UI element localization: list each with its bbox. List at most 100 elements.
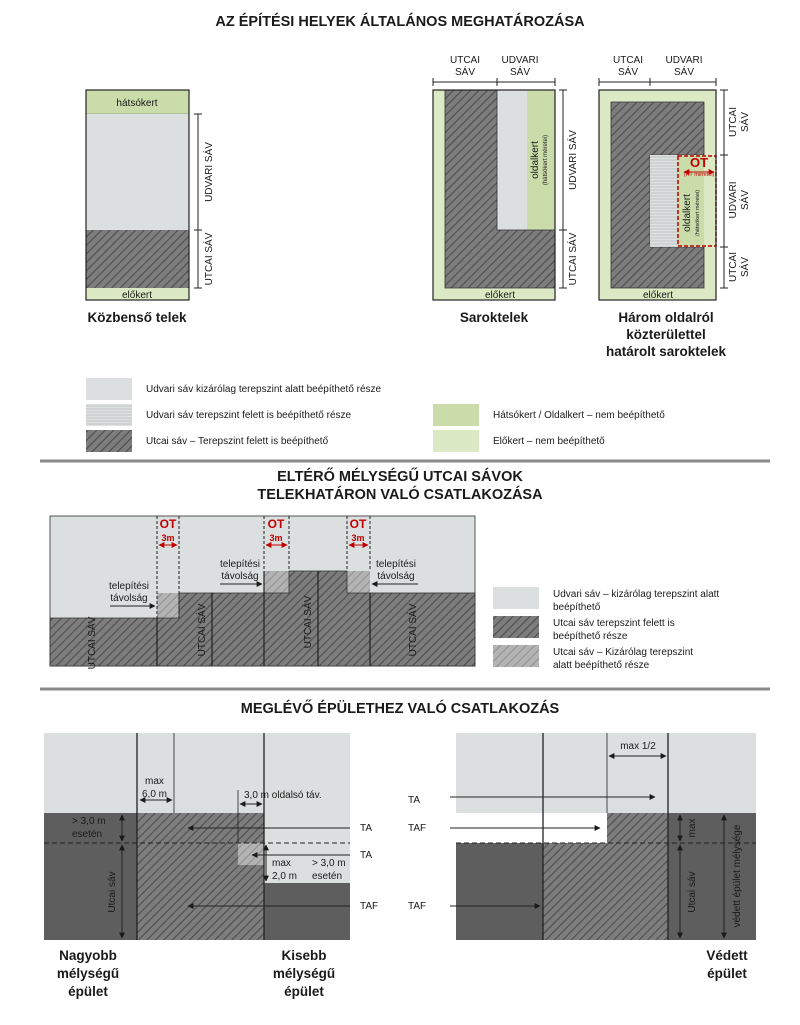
plot1-caption: Közbenső telek bbox=[87, 310, 187, 325]
existing-building-left: max 6,0 m 3,0 m oldalsó táv. > 3,0 m ese… bbox=[44, 733, 378, 999]
plot3-top-court-1: UDVARI bbox=[665, 55, 702, 66]
plot1-street-zone bbox=[86, 230, 189, 288]
setback-label-3b: távolság bbox=[377, 571, 414, 582]
section2-title-1: ELTÉRŐ MÉLYSÉGŰ UTCAI SÁVOK bbox=[277, 467, 523, 485]
legend-swatch-courtyard-below bbox=[86, 378, 132, 400]
max-label: max bbox=[272, 858, 291, 869]
joining-diagram: OT 3m OT 3m OT 3m telepítési távolság te… bbox=[49, 515, 476, 669]
setback-label-2b: távolság bbox=[221, 571, 258, 582]
plot2-top-street-2: SÁV bbox=[455, 65, 475, 78]
max-6m-label: 6,0 m bbox=[142, 789, 167, 800]
ot-distance: 3m bbox=[161, 533, 174, 543]
street-band-building bbox=[263, 570, 371, 667]
smaller-building-light bbox=[264, 813, 350, 883]
ta-label: TA bbox=[360, 823, 372, 834]
legend-text-street: Utcai sáv – Terepszint felett is beépíth… bbox=[146, 436, 329, 447]
below-ground-part bbox=[264, 571, 289, 593]
legend-swatch-street bbox=[86, 430, 132, 452]
ot-marker-2: OT 3m bbox=[263, 516, 290, 571]
gt3-label-1: > 3,0 m bbox=[312, 858, 346, 869]
street-band-label: UTCAI SÁV bbox=[301, 595, 314, 648]
section3-title: MEGLÉVŐ ÉPÜLETHEZ VALÓ CSATLAKOZÁS bbox=[241, 699, 560, 717]
plot-three-sided: OT (HT méretei) oldalkert (hátsókert mér… bbox=[598, 55, 751, 359]
larger-depth-building bbox=[137, 813, 174, 843]
plot3-right-court-2: SÁV bbox=[738, 190, 751, 210]
plot-intermediate: hátsókert előkert UDVARI SÁV UTCAI SÁV K… bbox=[85, 89, 215, 325]
caption-smaller-3: épület bbox=[284, 984, 324, 999]
setback-label-1a: telepítési bbox=[109, 581, 149, 592]
new-building-upper bbox=[607, 813, 668, 843]
plot2-outline bbox=[432, 89, 556, 301]
legend-text-courtyard-above: Udvari sáv terepszint felett is beépíthe… bbox=[146, 410, 352, 421]
max-label: max bbox=[687, 819, 698, 838]
below-ground-part bbox=[157, 593, 179, 618]
plot3-side-garden-note: (hátsókert méretei) bbox=[695, 190, 701, 236]
plot2-right-court-label: UDVARI SÁV bbox=[566, 130, 579, 190]
plot3-right-street-bot-2: SÁV bbox=[738, 257, 751, 277]
plot1-street-band-label: UTCAI SÁV bbox=[202, 232, 215, 285]
plot2-top-court-2: SÁV bbox=[510, 65, 530, 78]
caption-protected-2: épület bbox=[707, 966, 747, 981]
plot3-ot-label: OT bbox=[690, 155, 708, 170]
gt3-label-1: > 3,0 m bbox=[72, 816, 106, 827]
section1-title: AZ ÉPÍTÉSI HELYEK ÁLTALÁNOS MEGHATÁROZÁS… bbox=[215, 13, 585, 30]
legend2-text-street-2: beépíthető része bbox=[553, 631, 628, 642]
legend-swatch-front-garden bbox=[433, 430, 479, 452]
plot3-right-court-1: UDVARI bbox=[728, 181, 739, 218]
plot1-outline bbox=[85, 89, 190, 301]
legend2-swatch-courtyard bbox=[493, 587, 539, 609]
plot3-courtyard-above bbox=[650, 155, 677, 247]
plot3-front-garden-label: előkert bbox=[643, 290, 673, 301]
legend-text-back-garden: Hátsókert / Oldalkert – nem beépíthető bbox=[493, 410, 665, 421]
setback-label-3a: telepítési bbox=[376, 559, 416, 570]
legend-swatch-back-garden bbox=[433, 404, 479, 426]
caption-larger-1: Nagyobb bbox=[59, 948, 117, 963]
plot3-caption-1: Három oldalról bbox=[618, 310, 713, 325]
ta-label: TA bbox=[360, 850, 372, 861]
gt3-label-2: esetén bbox=[72, 829, 102, 840]
plot2-side-garden bbox=[527, 90, 555, 230]
plot3-top-court-2: SÁV bbox=[674, 65, 694, 78]
legend2-swatch-below bbox=[493, 645, 539, 667]
legend2-text-street-1: Utcai sáv terepszint felett is bbox=[553, 618, 675, 629]
caption-smaller-2: mélységű bbox=[273, 966, 335, 981]
plot1-back-garden-label: hátsókert bbox=[116, 98, 157, 109]
plot1-front-garden-label: előkert bbox=[122, 290, 152, 301]
plot2-side-garden-note: (hátsókert méretei) bbox=[543, 135, 549, 185]
legend-text-front-garden: Előkert – nem beépíthető bbox=[493, 436, 605, 447]
plot3-ot-area bbox=[677, 155, 717, 247]
plot3-caption-3: határolt saroktelek bbox=[606, 344, 727, 359]
plot3-ot-note: (HT méretei) bbox=[684, 172, 715, 178]
protected-depth-label: védett épület mélysége bbox=[732, 824, 743, 927]
plot3-right-street-bot-1: UTCAI bbox=[728, 252, 739, 282]
side-distance-label: 3,0 m oldalsó táv. bbox=[244, 790, 322, 801]
plot3-right-street-top-2: SÁV bbox=[738, 112, 751, 132]
ot-marker-3: OT 3m bbox=[346, 516, 371, 571]
plot2-top-court-1: UDVARI bbox=[501, 55, 538, 66]
caption-larger-2: mélységű bbox=[57, 966, 119, 981]
plot2-front-garden-label: előkert bbox=[485, 290, 515, 301]
taf-label: TAF bbox=[360, 901, 378, 912]
street-band-building bbox=[369, 592, 476, 667]
step-block bbox=[238, 843, 264, 865]
plot1-courtyard-zone bbox=[86, 114, 189, 230]
ot-label: OT bbox=[160, 517, 177, 531]
legend2-text-courtyard-1: Udvari sáv – kizárólag terepszint alatt bbox=[553, 589, 719, 600]
taf-label: TAF bbox=[408, 823, 426, 834]
setback-label-2a: telepítési bbox=[220, 559, 260, 570]
street-band-label: Utcai sáv bbox=[107, 871, 118, 912]
plot-corner: oldalkert (hátsókert méretei) előkert UT… bbox=[432, 55, 579, 325]
street-band-label: UTCAI SÁV bbox=[195, 603, 208, 656]
legend-section2: Udvari sáv – kizárólag terepszint alatt … bbox=[493, 587, 719, 671]
taf-label: TAF bbox=[408, 901, 426, 912]
plot3-top-street-2: SÁV bbox=[618, 65, 638, 78]
legend-section1: Udvari sáv kizárólag terepszint alatt be… bbox=[86, 378, 665, 452]
setback-label-1b: távolság bbox=[110, 593, 147, 604]
plot1-back-garden bbox=[85, 89, 190, 115]
ot-label: OT bbox=[268, 517, 285, 531]
below-ground-part bbox=[347, 571, 370, 593]
protected-building: max 1/2 TA TAF TAF Utcai sáv max védett … bbox=[408, 733, 756, 981]
ot-marker-1: OT 3m bbox=[156, 516, 180, 618]
legend-swatch-courtyard-above bbox=[86, 404, 132, 426]
